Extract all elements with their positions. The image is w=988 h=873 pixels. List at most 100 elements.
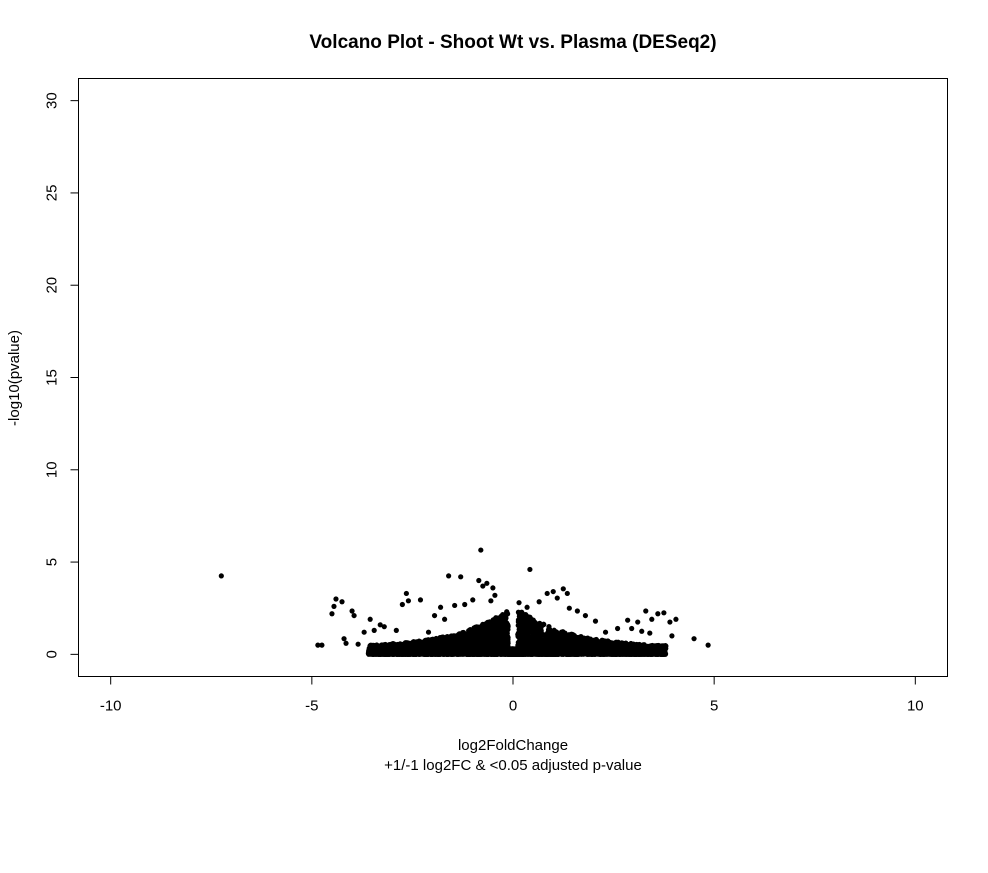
cloud-point <box>636 651 643 657</box>
cloud-point <box>491 651 497 657</box>
cloud-point <box>453 641 459 648</box>
cloud-point <box>650 651 656 657</box>
y-tick-label: 15 <box>44 369 61 386</box>
cloud-point <box>501 614 507 620</box>
cloud-point <box>383 644 389 650</box>
cloud-point <box>588 639 594 645</box>
cloud-point <box>585 649 591 656</box>
cloud-point <box>566 651 573 657</box>
cloud-point <box>416 638 422 644</box>
cloud-point <box>549 634 555 640</box>
x-tick-label: 10 <box>907 698 924 715</box>
data-point <box>705 642 711 648</box>
data-point <box>516 600 522 606</box>
data-point <box>655 611 661 617</box>
x-tick-label: -5 <box>305 698 318 715</box>
data-point <box>574 608 580 614</box>
cloud-point <box>490 634 496 640</box>
data-point <box>331 603 337 609</box>
data-point <box>657 643 663 649</box>
data-point <box>490 585 496 591</box>
cloud-point <box>611 647 617 654</box>
cloud-point <box>647 647 653 653</box>
cloud-point <box>410 650 417 656</box>
cloud-point <box>605 641 611 648</box>
data-point <box>341 636 347 642</box>
y-tick-label: 10 <box>44 461 61 478</box>
cloud-point <box>519 649 525 655</box>
data-point <box>639 628 645 634</box>
cloud-point <box>582 645 588 652</box>
data-point <box>442 616 448 622</box>
cloud-point <box>623 641 629 648</box>
data-point <box>371 627 377 633</box>
cloud-point <box>529 623 535 629</box>
data-point <box>649 616 655 622</box>
cloud-point <box>545 647 551 654</box>
cloud-point <box>561 642 567 648</box>
cloud-point <box>522 631 529 637</box>
cloud-point <box>530 628 536 635</box>
cloud-point <box>477 641 483 647</box>
data-point <box>446 573 452 579</box>
cloud-point <box>386 641 392 648</box>
y-tick-label: 25 <box>44 185 61 202</box>
cloud-point <box>526 618 532 625</box>
data-point <box>663 643 669 649</box>
cloud-point <box>499 634 506 640</box>
data-point <box>452 602 458 609</box>
cloud-point <box>497 648 503 654</box>
cloud-point <box>549 648 555 655</box>
cloud-point <box>606 646 612 652</box>
cloud-point <box>627 648 634 654</box>
cloud-point <box>515 617 522 623</box>
cloud-point <box>494 637 500 643</box>
cloud-point <box>565 641 571 647</box>
data-point <box>488 598 494 604</box>
cloud-point <box>434 651 440 657</box>
cloud-point <box>495 631 502 637</box>
data-point <box>343 640 349 646</box>
data-point <box>349 608 355 614</box>
cloud-point <box>477 626 483 632</box>
cloud-point <box>523 612 529 618</box>
cloud-point <box>561 636 567 643</box>
cloud-point <box>438 639 445 645</box>
data-point <box>315 642 321 648</box>
cloud-point <box>618 651 624 657</box>
data-point <box>566 605 572 611</box>
x-tick-label: -10 <box>100 698 122 715</box>
cloud-point <box>460 650 466 656</box>
cloud-point <box>516 610 522 617</box>
cloud-point <box>595 650 601 657</box>
data-point <box>691 636 697 642</box>
cloud-point <box>522 619 528 625</box>
cloud-point <box>576 634 583 641</box>
data-point <box>377 622 383 628</box>
y-axis: 0 5 10 15 20 25 30 <box>44 92 79 659</box>
data-point <box>582 612 589 619</box>
plot-area <box>78 78 948 677</box>
data-point <box>550 588 556 595</box>
cloud-point <box>661 651 667 657</box>
cloud-point <box>485 644 491 650</box>
cloud-point <box>477 631 483 637</box>
data-point <box>661 610 667 616</box>
cloud-point <box>577 644 583 651</box>
cloud-point <box>445 651 451 657</box>
data-point <box>355 641 361 647</box>
cloud-point <box>523 637 529 643</box>
data-points <box>218 547 711 657</box>
cloud-point <box>570 644 577 650</box>
cloud-point <box>536 627 543 633</box>
cloud-point <box>535 632 541 639</box>
cloud-point <box>493 615 499 621</box>
cloud-point <box>476 645 482 651</box>
cloud-point <box>616 642 622 648</box>
data-point <box>417 597 424 603</box>
cloud-point <box>635 642 642 648</box>
cloud-point <box>423 649 429 655</box>
data-point <box>403 590 409 597</box>
cloud-point <box>517 635 523 641</box>
cloud-point <box>577 641 583 647</box>
